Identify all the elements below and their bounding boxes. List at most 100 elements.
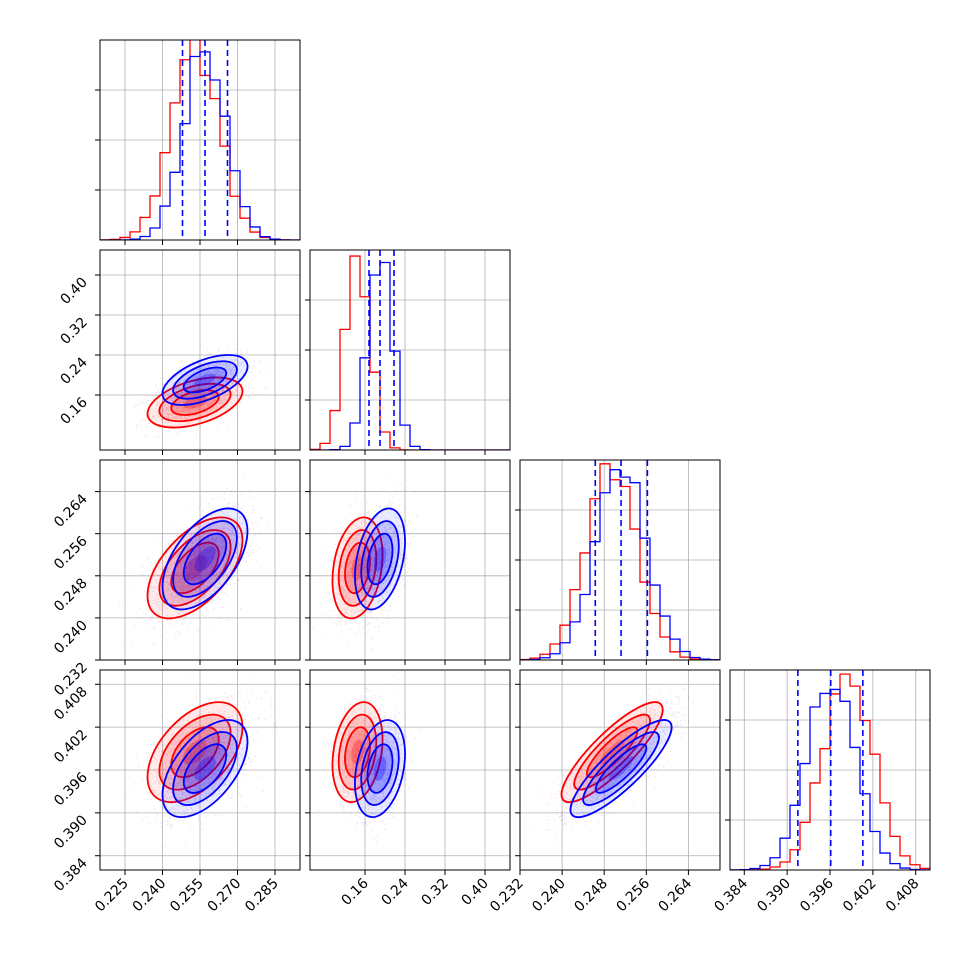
blue-contour [366,532,394,586]
panel-content [312,474,419,650]
x-tick-label: 0.240 [130,876,170,916]
panel-content [124,675,277,849]
red-density-fill [171,727,219,778]
panel-content [317,675,420,843]
red-contour [331,701,384,804]
blue-density-fill [373,546,387,572]
blue-contour [172,731,238,806]
blue-density-fill [162,354,248,405]
red-scatter-points [100,354,268,450]
red-contour [344,726,371,779]
red-density-fill [338,529,377,606]
blue-density-fill [183,367,227,393]
red-contour [158,713,232,791]
red-scatter-points [317,675,399,824]
blue-contour [360,520,400,598]
x-tick-label: 0.285 [242,876,282,916]
blue-contour [182,366,228,394]
red-density-fill [147,702,243,803]
histogram-panel-0 [95,39,301,245]
blue-scatter-points [339,474,419,650]
x-tick-label: 0.396 [797,875,837,915]
y-tick-label: 0.384 [51,855,91,895]
blue-density-fill [173,732,237,805]
blue-contour [366,743,394,794]
scatter-panel-1-0: 0.16 0.24 0.32 0.40 [57,249,301,455]
blue-histogram [310,261,510,450]
blue-density-fill [595,744,647,793]
blue-density-fill [361,521,399,597]
blue-density-fill [583,732,659,805]
red-density-fill [332,517,383,619]
y-tick-label: 0.16 [57,394,90,427]
blue-scatter-points [340,687,420,843]
blue-density-fill [173,521,237,597]
scatter-panel-3-2: 0.232 0.240 0.248 0.256 0.264 [487,669,721,916]
y-tick-label: 0.390 [51,812,91,852]
red-density-fill [351,739,364,765]
blue-density-fill [194,546,216,572]
blue-density-fill [194,756,216,781]
blue-density-fill [367,744,393,793]
blue-density-fill [367,533,393,585]
histogram-panel-3: 0.384 0.390 0.396 0.402 0.408 [711,669,931,916]
blue-contour [354,507,406,611]
red-density-fill [171,542,219,594]
red-density-fill [147,517,243,619]
blue-density-fill [194,373,216,387]
blue-histogram [100,51,300,240]
y-tick-label: 0.40 [57,275,90,308]
blue-contour [360,731,400,806]
blue-scatter-points [135,690,277,849]
blue-density-fill [162,719,248,818]
scatter-panel-3-1: 0.16 0.24 0.32 0.40 [305,669,511,909]
red-contour [337,713,378,791]
panel-content [533,678,694,846]
blue-contour [172,360,238,400]
x-tick-label: 0.225 [92,876,132,916]
red-contour [573,713,651,791]
blue-density-fill [608,756,634,781]
x-tick-label: 0.264 [656,875,696,915]
red-density-fill [159,529,231,606]
red-contour [146,701,244,804]
panel-content [100,343,275,450]
blue-density-fill [570,719,672,818]
y-tick-label: 0.256 [51,533,91,573]
blue-contour [182,532,228,586]
blue-contour [569,719,673,819]
panel-frame [309,459,511,661]
x-tick-label: 0.270 [205,876,245,916]
blue-contour [161,719,249,819]
y-tick-label: 0.248 [51,575,91,615]
red-histogram [520,463,720,660]
x-tick-label: 0.255 [167,876,207,916]
blue-density-fill [361,732,399,805]
x-tick-label: 0.390 [754,876,794,916]
red-density-fill [345,727,371,778]
x-tick-label: 0.232 [487,876,527,916]
y-tick-label: 0.24 [57,354,90,387]
x-tick-label: 0.32 [418,876,451,909]
red-scatter-points [533,678,690,831]
red-scatter-points [118,471,283,648]
histogram-panel-1 [305,249,511,455]
blue-density-fill [162,508,248,610]
red-contour [146,376,244,429]
x-tick-label: 0.402 [840,876,880,916]
red-density-fill [183,555,207,581]
red-contour [337,529,378,607]
blue-scatter-points [545,688,694,846]
blue-contour [172,520,238,598]
blue-histogram [520,469,720,660]
blue-density-fill [373,756,387,781]
x-tick-label: 0.248 [571,876,611,916]
x-tick-label: 0.408 [883,876,923,916]
red-contour [560,701,664,804]
scatter-panel-2-1 [305,459,511,665]
blue-contour [161,354,249,406]
blue-contour [161,507,249,611]
y-tick-label: 0.264 [51,491,91,531]
